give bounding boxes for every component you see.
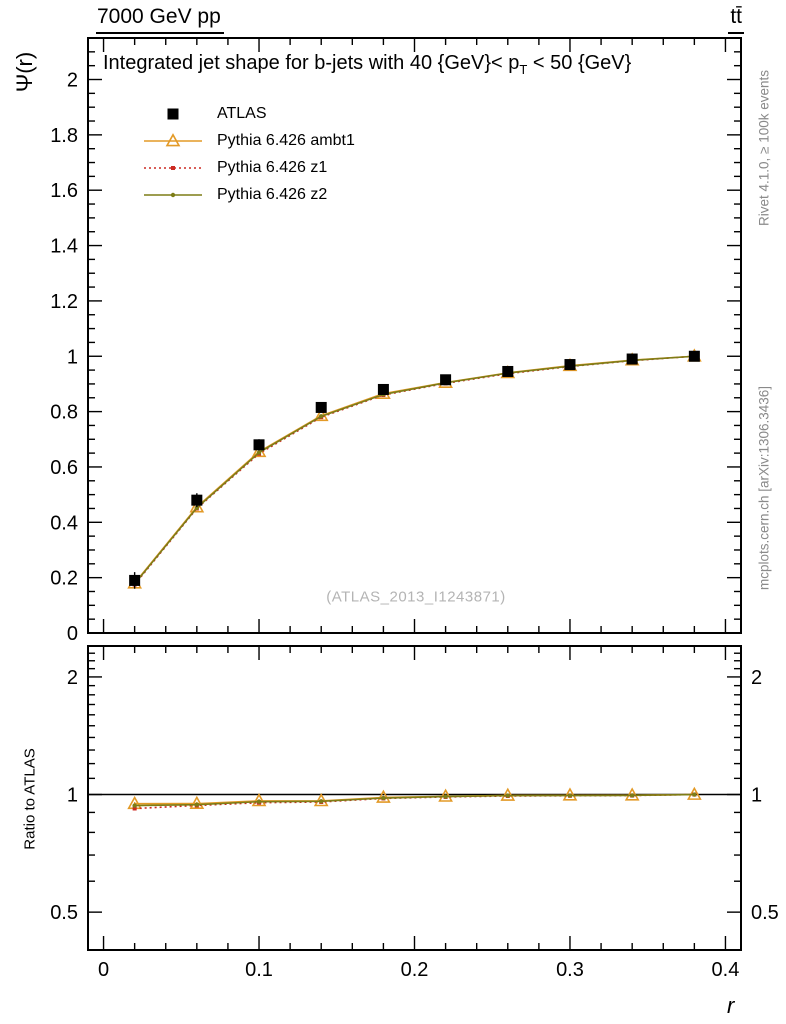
ratio-y-axis-label: Ratio to ATLAS — [21, 748, 39, 850]
svg-text:2: 2 — [67, 667, 78, 689]
mc-series-2 — [132, 354, 697, 808]
process-label: tt̄ — [728, 5, 744, 34]
plot-title-post: < 50 {GeV} — [527, 52, 632, 74]
x-axis-label: r — [727, 993, 735, 1018]
legend-label: Pythia 6.426 z1 — [217, 158, 328, 176]
svg-text:0: 0 — [67, 623, 78, 645]
svg-text:1: 1 — [67, 785, 78, 807]
plot-title-subscript: T — [519, 62, 528, 77]
axis-tick-labels: 0 0.2 0.4 0.6 0.8 1 1.2 1.4 1.6 1.8 2 0.5 0.5 1 1 2 2 0 0.… — [50, 70, 779, 981]
analysis-id-watermark: (ATLAS_2013_I1243871) — [326, 588, 506, 606]
atlas-data-points — [129, 350, 700, 589]
svg-text:0.6: 0.6 — [50, 457, 78, 479]
legend-label: Pythia 6.426 ambt1 — [217, 131, 355, 149]
svg-text:0.2: 0.2 — [50, 568, 78, 590]
svg-text:0.2: 0.2 — [401, 959, 429, 981]
svg-text:1.4: 1.4 — [50, 236, 78, 258]
svg-text:1.2: 1.2 — [50, 291, 78, 313]
beam-energy-label: 7000 GeV pp — [96, 5, 224, 34]
svg-text:0.5: 0.5 — [50, 902, 78, 924]
svg-text:0.4: 0.4 — [50, 512, 78, 534]
legend-label: ATLAS — [217, 104, 267, 122]
y-axis-label: Ψ(r) — [12, 51, 37, 93]
svg-text:1.8: 1.8 — [50, 125, 78, 147]
ratio-panel-frame — [87, 645, 742, 951]
triangle-open-legend-marker-icon — [144, 132, 202, 146]
svg-text:0.3: 0.3 — [556, 959, 584, 981]
plot-title: Integrated jet shape for b-jets with 40 … — [103, 52, 631, 77]
rivet-version-note: Rivet 4.1.0, ≥ 100k events — [756, 70, 772, 226]
legend-item-0: ATLAS — [142, 102, 355, 125]
svg-text:0.1: 0.1 — [245, 959, 273, 981]
axis-ticks — [88, 38, 741, 950]
svg-text:0.8: 0.8 — [50, 402, 78, 424]
legend-label: Pythia 6.426 z2 — [217, 185, 328, 203]
legend-item-3: Pythia 6.426 z2 — [142, 183, 355, 206]
small-dot-legend-marker-icon — [144, 192, 202, 197]
svg-text:2: 2 — [67, 70, 78, 92]
square-legend-marker-icon — [167, 108, 179, 119]
svg-text:1.6: 1.6 — [50, 180, 78, 202]
svg-text:1: 1 — [67, 346, 78, 368]
svg-text:0.4: 0.4 — [712, 959, 740, 981]
legend-item-1: Pythia 6.426 ambt1 — [142, 129, 355, 152]
svg-text:0: 0 — [98, 959, 109, 981]
legend: ATLAS Pythia 6.426 ambt1 Pythia 6.426 z1 Py… — [142, 102, 355, 206]
main-panel-frame — [87, 37, 742, 634]
mc-series-1 — [132, 354, 697, 811]
svg-text:0.5: 0.5 — [751, 902, 779, 924]
legend-item-2: Pythia 6.426 z1 — [142, 156, 355, 179]
svg-text:2: 2 — [751, 667, 762, 689]
plot-title-pre: Integrated jet shape for b-jets with 40 … — [103, 52, 520, 74]
mc-series-0 — [127, 348, 702, 810]
small-square-legend-marker-icon — [144, 165, 202, 170]
mcplots-arxiv-note: mcplots.cern.ch [arXiv:1306.3436] — [756, 385, 772, 591]
svg-text:1: 1 — [751, 785, 762, 807]
